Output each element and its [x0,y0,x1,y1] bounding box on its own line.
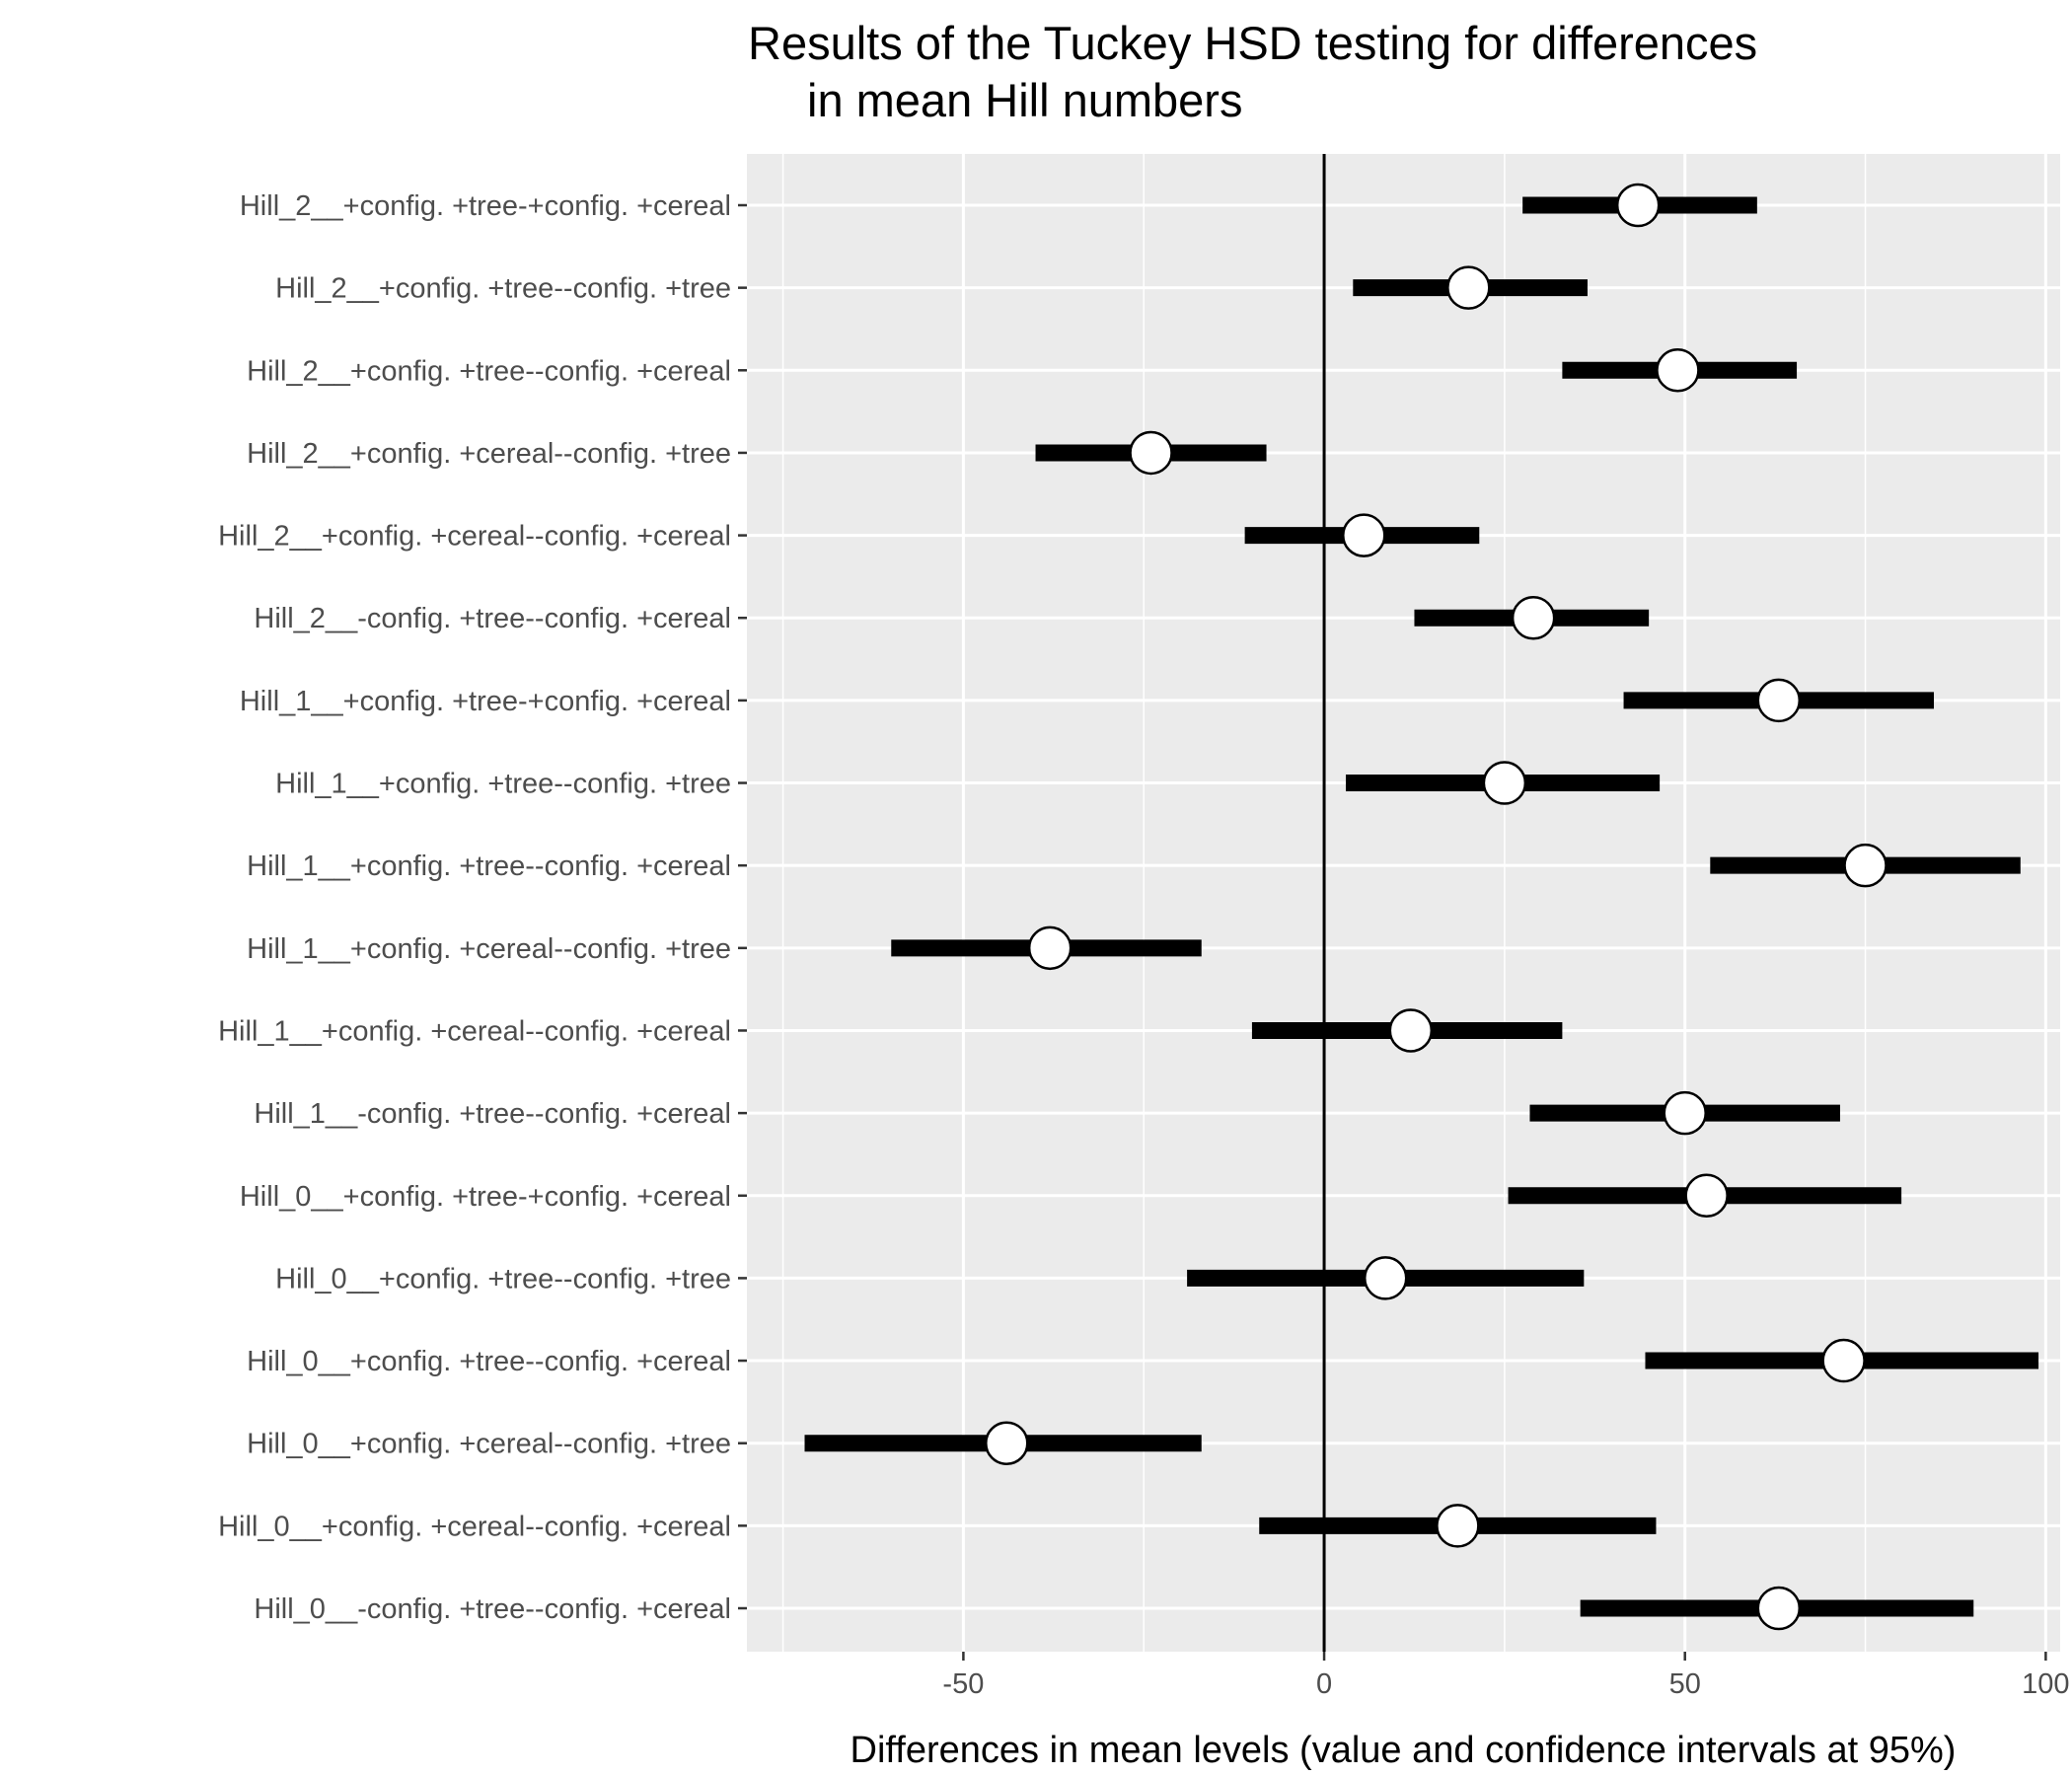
mean-difference-point [985,1421,1029,1465]
y-tick-label: Hill_2__+config. +tree--config. +tree [275,273,731,305]
mean-difference-point [1446,265,1491,310]
y-tick-label: Hill_2__-config. +tree--config. +cereal [254,603,731,634]
y-tick-label: Hill_2__+config. +tree-+config. +cereal [240,190,731,222]
y-tick-label: Hill_1__-config. +tree--config. +cereal [254,1098,731,1130]
y-tick-label: Hill_1__+config. +tree--config. +cereal [247,851,731,882]
mean-difference-point [1843,843,1887,888]
mean-difference-point [1511,595,1556,640]
x-axis: -50 0 50 100 [942,1652,2070,1700]
chart-marks [804,183,2039,1631]
x-axis-title: Differences in mean levels (value and co… [851,1730,1957,1771]
y-tick-label: Hill_1__+config. +tree-+config. +cereal [240,686,731,717]
y-tick-label: Hill_1__+config. +cereal--config. +cerea… [218,1015,731,1047]
y-tick-label: Hill_1__+config. +cereal--config. +tree [247,933,731,965]
chart-title-line-2: in mean Hill numbers [807,74,1242,126]
mean-difference-point [1663,1090,1707,1136]
y-axis: Hill_2__+config. +tree-+config. +cereal H… [218,190,747,1625]
mean-difference-point [1436,1504,1480,1548]
chart-title-line-1: Results of the Tuckey HSD testing for di… [748,17,1757,69]
plot-panel [747,154,2060,1652]
y-tick-label: Hill_1__+config. +tree--config. +tree [275,769,731,800]
mean-difference-point [1756,678,1802,723]
mean-difference-point [1656,348,1700,393]
mean-difference-point [1129,430,1173,476]
mean-difference-point [1615,183,1661,228]
x-tick-label: 0 [1316,1668,1332,1700]
y-tick-label: Hill_0__+config. +tree--config. +tree [275,1263,731,1295]
y-tick-label: Hill_0__+config. +tree--config. +cereal [247,1346,731,1377]
mean-difference-point [1821,1338,1866,1383]
mean-difference-point [1027,925,1073,971]
x-tick-label: -50 [942,1668,984,1700]
x-tick-label: 50 [1669,1668,1701,1700]
y-tick-label: Hill_0__-config. +tree--config. +cereal [254,1593,731,1625]
mean-difference-point [1342,513,1386,557]
y-tick-label: Hill_0__+config. +tree-+config. +cereal [240,1181,731,1213]
mean-difference-point [1684,1173,1729,1219]
y-tick-label: Hill_2__+config. +tree--config. +cereal [247,355,731,387]
mean-difference-point [1482,761,1527,805]
mean-difference-point [1388,1008,1434,1053]
y-tick-label: Hill_2__+config. +cereal--config. +tree [247,438,731,470]
y-tick-label: Hill_0__+config. +cereal--config. +tree [247,1429,731,1460]
y-tick-label: Hill_0__+config. +cereal--config. +cerea… [218,1511,731,1542]
mean-difference-point [1756,1586,1802,1631]
x-tick-label: 100 [2022,1668,2069,1700]
mean-difference-point [1363,1256,1408,1300]
y-tick-label: Hill_2__+config. +cereal--config. +cerea… [218,521,731,553]
